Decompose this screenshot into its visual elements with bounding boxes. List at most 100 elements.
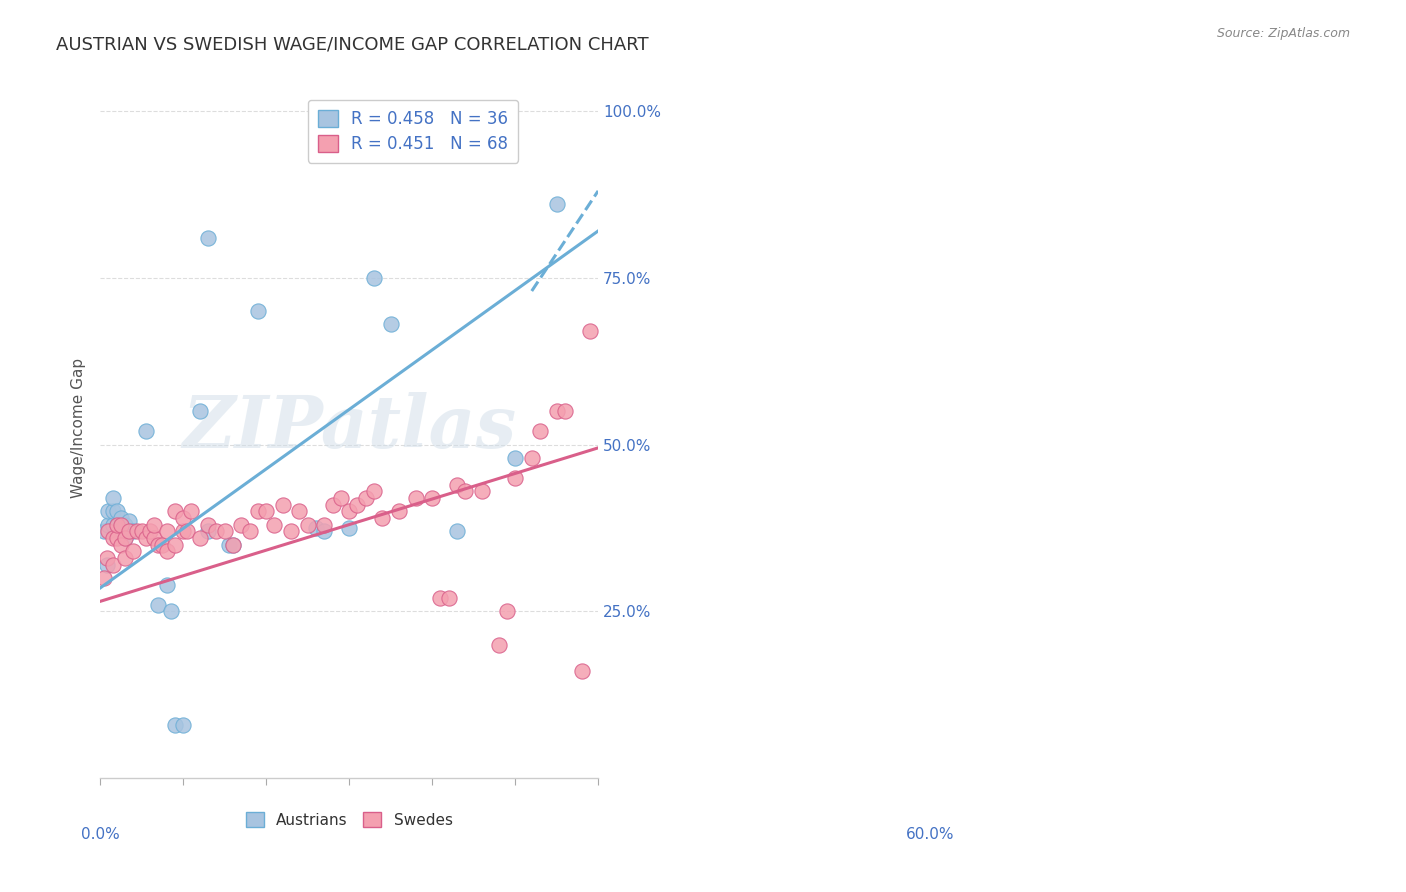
Point — [546, 197, 568, 211]
Point — [122, 524, 145, 539]
Point — [163, 718, 186, 732]
Point — [155, 544, 177, 558]
Point — [105, 531, 128, 545]
Point — [503, 471, 526, 485]
Point — [172, 511, 194, 525]
Text: 60.0%: 60.0% — [905, 827, 955, 842]
Point — [118, 514, 141, 528]
Point — [155, 577, 177, 591]
Point — [114, 517, 136, 532]
Text: Source: ZipAtlas.com: Source: ZipAtlas.com — [1216, 27, 1350, 40]
Point — [231, 517, 253, 532]
Point — [222, 538, 245, 552]
Point — [101, 517, 124, 532]
Legend: Austrians, Swedes: Austrians, Swedes — [239, 805, 458, 834]
Point — [579, 324, 602, 338]
Point — [172, 718, 194, 732]
Text: 0.0%: 0.0% — [80, 827, 120, 842]
Point — [197, 517, 219, 532]
Point — [172, 524, 194, 539]
Point — [197, 524, 219, 539]
Point — [271, 498, 294, 512]
Point — [246, 504, 269, 518]
Point — [143, 517, 166, 532]
Point — [105, 517, 128, 532]
Point — [329, 491, 352, 505]
Point — [110, 538, 132, 552]
Point — [420, 491, 443, 505]
Point — [114, 551, 136, 566]
Point — [280, 524, 302, 539]
Point — [163, 538, 186, 552]
Point — [471, 484, 494, 499]
Point — [571, 665, 593, 679]
Point — [354, 491, 377, 505]
Point — [405, 491, 427, 505]
Point — [118, 524, 141, 539]
Point — [107, 524, 129, 539]
Point — [110, 511, 132, 525]
Point — [97, 504, 120, 518]
Point — [176, 524, 198, 539]
Point — [263, 517, 285, 532]
Point — [96, 551, 118, 566]
Point — [314, 524, 336, 539]
Point — [97, 517, 120, 532]
Point — [222, 538, 245, 552]
Point — [205, 524, 228, 539]
Y-axis label: Wage/Income Gap: Wage/Income Gap — [72, 358, 86, 498]
Point — [93, 524, 115, 539]
Point — [554, 404, 576, 418]
Point — [297, 517, 319, 532]
Point — [322, 498, 344, 512]
Text: AUSTRIAN VS SWEDISH WAGE/INCOME GAP CORRELATION CHART: AUSTRIAN VS SWEDISH WAGE/INCOME GAP CORR… — [56, 36, 648, 54]
Point — [214, 524, 236, 539]
Point — [105, 517, 128, 532]
Point — [488, 638, 510, 652]
Point — [197, 230, 219, 244]
Point — [180, 504, 202, 518]
Text: ZIPatlas: ZIPatlas — [181, 392, 516, 463]
Point — [101, 491, 124, 505]
Point — [314, 517, 336, 532]
Point — [155, 524, 177, 539]
Point — [159, 604, 181, 618]
Point — [114, 531, 136, 545]
Point — [437, 591, 460, 605]
Point — [254, 504, 277, 518]
Point — [363, 484, 385, 499]
Point — [114, 531, 136, 545]
Point — [122, 544, 145, 558]
Point — [101, 558, 124, 572]
Point — [454, 484, 477, 499]
Point — [388, 504, 411, 518]
Point — [101, 504, 124, 518]
Point — [546, 404, 568, 418]
Point — [305, 521, 328, 535]
Point — [148, 538, 170, 552]
Point — [446, 477, 468, 491]
Point — [93, 571, 115, 585]
Point — [446, 524, 468, 539]
Point — [163, 504, 186, 518]
Point — [97, 524, 120, 539]
Point — [143, 531, 166, 545]
Point — [135, 424, 157, 438]
Point — [346, 498, 368, 512]
Point — [246, 304, 269, 318]
Point — [429, 591, 451, 605]
Point — [139, 524, 162, 539]
Point — [101, 531, 124, 545]
Point — [520, 450, 543, 465]
Point — [503, 450, 526, 465]
Point — [188, 404, 211, 418]
Point — [110, 524, 132, 539]
Point — [188, 531, 211, 545]
Point — [218, 538, 240, 552]
Point — [337, 504, 360, 518]
Point — [495, 604, 517, 618]
Point — [105, 504, 128, 518]
Point — [238, 524, 260, 539]
Point — [135, 531, 157, 545]
Point — [288, 504, 311, 518]
